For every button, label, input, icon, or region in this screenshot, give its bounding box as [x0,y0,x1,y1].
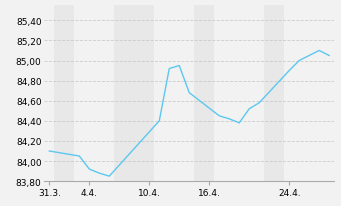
Bar [264,6,274,181]
Bar [144,6,154,181]
Bar [54,6,64,181]
Bar [194,6,204,181]
Bar [274,6,284,181]
Bar [134,6,144,181]
Bar [114,6,124,181]
Bar [124,6,134,181]
Bar [64,6,74,181]
Bar [124,6,134,181]
Bar [134,6,144,181]
Bar [204,6,214,181]
